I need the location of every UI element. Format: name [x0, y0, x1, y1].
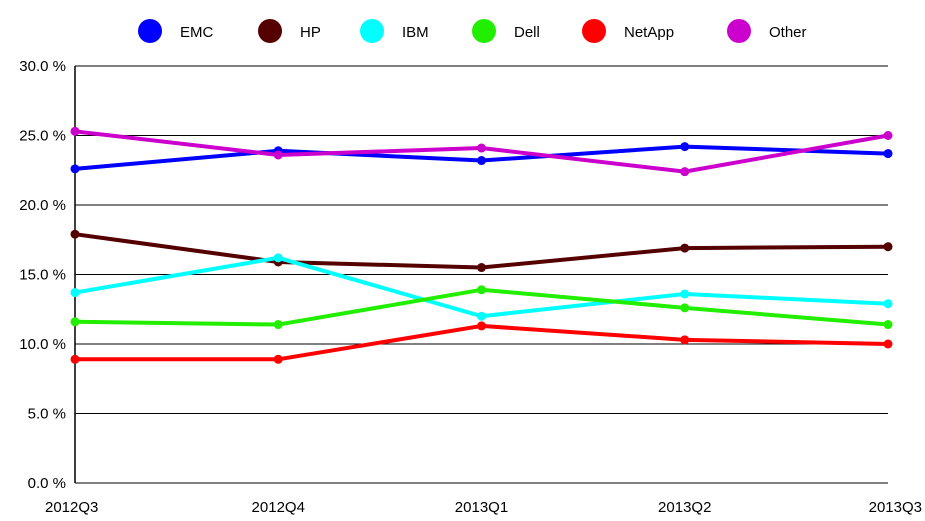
series-line: [75, 323, 889, 362]
series-hp: [70, 229, 893, 273]
series-netapp: [70, 321, 893, 364]
series-ibm: [70, 253, 893, 321]
legend-swatch: [472, 19, 496, 43]
legend-swatch: [258, 19, 282, 43]
x-tick-label: 2012Q3: [45, 499, 98, 516]
data-point: [70, 164, 80, 174]
data-point: [273, 150, 283, 160]
legend-label: EMC: [180, 24, 214, 41]
series-emc: [70, 142, 893, 174]
y-tick-label: 5.0 %: [28, 406, 66, 423]
x-tick-label: 2013Q3: [869, 499, 922, 516]
series-line: [74, 232, 889, 270]
data-point: [883, 339, 893, 349]
legend-item-hp: HP: [258, 19, 321, 43]
data-point: [477, 321, 486, 331]
legend-item-ibm: IBM: [360, 19, 429, 43]
series-lines: [70, 126, 893, 364]
y-tick-label: 15.0 %: [19, 267, 66, 284]
y-tick-label: 25.0 %: [19, 128, 66, 145]
data-point: [883, 131, 893, 140]
x-tick-label: 2012Q4: [252, 499, 305, 516]
data-point: [680, 289, 690, 299]
data-point: [273, 253, 283, 263]
legend-item-other: Other: [727, 19, 807, 43]
data-point: [680, 167, 690, 177]
data-point: [70, 229, 80, 239]
data-point: [883, 320, 893, 330]
data-point: [70, 317, 80, 327]
x-tick-label: 2013Q1: [455, 499, 508, 516]
data-point: [273, 320, 283, 330]
data-point: [70, 354, 80, 364]
data-point: [680, 243, 690, 253]
data-point: [477, 263, 486, 273]
x-axis: 2012Q3 2012Q4 2013Q1 2013Q2 2013Q3: [45, 499, 922, 516]
y-tick-label: 10.0 %: [19, 336, 66, 353]
data-point: [70, 126, 80, 136]
x-tick-label: 2013Q2: [658, 499, 711, 516]
series-other: [70, 126, 893, 177]
legend-label: NetApp: [624, 24, 674, 41]
legend-swatch: [138, 19, 162, 43]
data-point: [477, 143, 486, 153]
data-point: [883, 149, 893, 159]
y-tick-label: 30.0 %: [19, 58, 66, 75]
legend-label: Other: [769, 24, 807, 41]
legend-swatch: [582, 19, 606, 43]
legend-item-emc: EMC: [138, 19, 214, 43]
data-point: [680, 142, 690, 152]
data-point: [273, 354, 283, 364]
series-dell: [70, 285, 893, 330]
data-point: [477, 285, 486, 295]
legend-label: IBM: [402, 24, 429, 41]
legend: EMC HP IBM Dell NetApp Other: [138, 19, 807, 43]
y-tick-label: 0.0 %: [28, 475, 66, 492]
legend-label: HP: [300, 24, 321, 41]
data-point: [680, 303, 690, 313]
data-point: [680, 335, 690, 345]
data-point: [70, 288, 80, 298]
data-point: [883, 299, 893, 309]
data-point: [477, 156, 486, 166]
legend-item-dell: Dell: [472, 19, 540, 43]
data-point: [477, 311, 486, 321]
legend-label: Dell: [514, 24, 540, 41]
legend-item-netapp: NetApp: [582, 19, 674, 43]
data-point: [883, 242, 893, 252]
gridlines: [75, 65, 888, 484]
y-axis: 0.0 % 5.0 % 10.0 % 15.0 % 20.0 % 25.0 % 30.0 %: [19, 58, 76, 492]
legend-swatch: [727, 19, 751, 43]
legend-swatch: [360, 19, 384, 43]
y-tick-label: 20.0 %: [19, 197, 66, 214]
